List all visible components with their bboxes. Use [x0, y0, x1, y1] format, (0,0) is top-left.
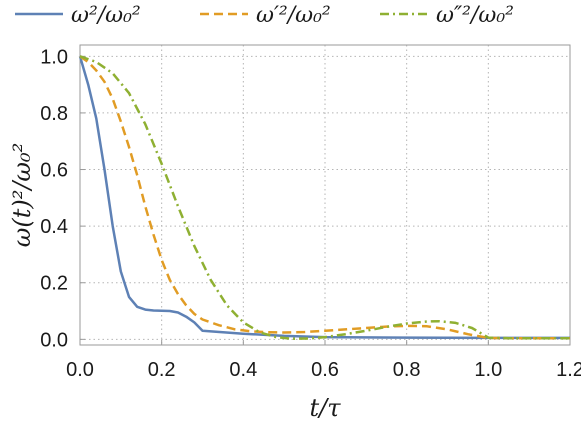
grid [79, 45, 571, 345]
x-tick-label: 1.2 [556, 359, 581, 381]
legend-label-3: ω″²/ω₀² [436, 3, 514, 28]
legend-label-1: ω²/ω₀² [71, 3, 141, 28]
x-tick-label: 0.0 [66, 359, 94, 381]
x-tick-label: 1.0 [474, 359, 502, 381]
series-line-2 [79, 55, 570, 340]
series-group [78, 55, 570, 341]
y-tick-label: 0.6 [40, 160, 68, 182]
x-axis: 0.0 0.2 0.4 0.6 0.8 1.0 1.2 [66, 340, 581, 381]
series-line-3 [79, 55, 570, 341]
x-tick-label: 0.2 [148, 359, 176, 381]
y-tick-label: 0.2 [40, 273, 68, 295]
y-tick-label: 1.0 [40, 46, 68, 68]
legend: ω²/ω₀² ω′²/ω₀² ω″²/ω₀² [15, 3, 514, 28]
legend-label-2: ω′²/ω₀² [256, 3, 331, 28]
y-tick-label: 0.8 [40, 103, 68, 125]
x-tick-label: 0.6 [311, 359, 339, 381]
x-tick-label: 0.4 [229, 359, 257, 381]
y-axis: 0.0 0.2 0.4 0.6 0.8 1.0 [40, 46, 85, 351]
series-line-1 [78, 55, 570, 340]
x-tick-label: 0.8 [393, 359, 421, 381]
y-axis-label: ω(t)²/ω₀² [8, 143, 36, 247]
x-axis-label: t/τ [309, 394, 341, 422]
y-tick-label: 0.0 [40, 329, 68, 351]
y-tick-label: 0.4 [40, 216, 68, 238]
